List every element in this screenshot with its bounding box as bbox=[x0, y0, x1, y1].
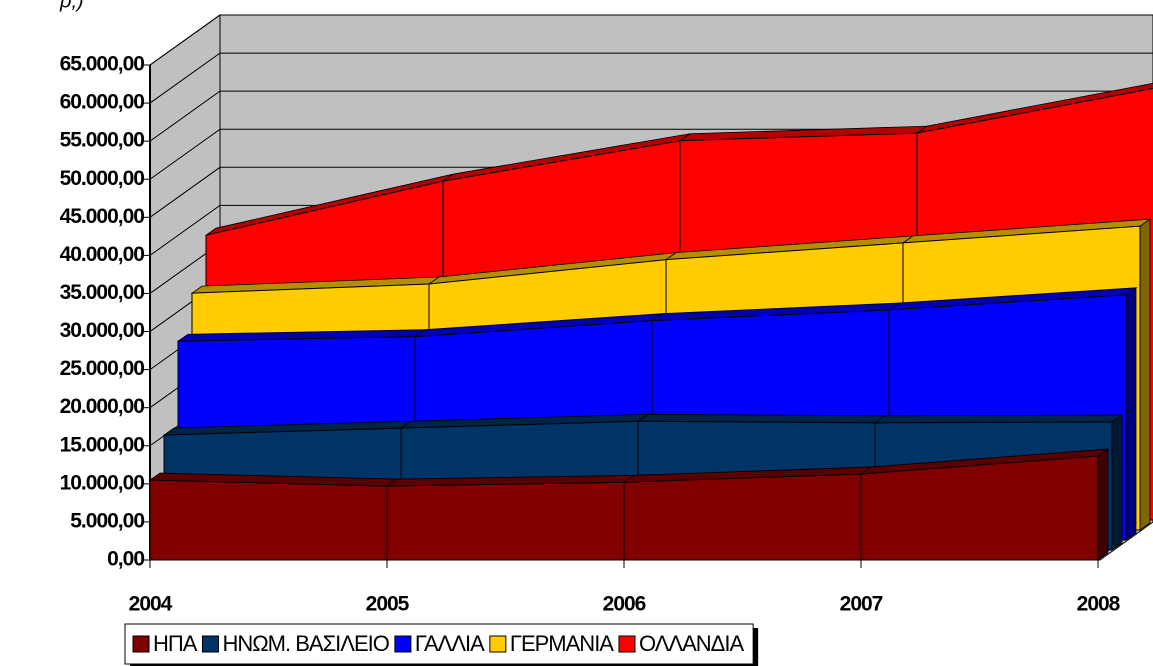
legend-swatch bbox=[201, 635, 219, 653]
area-side bbox=[1111, 414, 1123, 551]
y-tick-label: 25.000,00 bbox=[60, 357, 145, 380]
area-side bbox=[1139, 218, 1151, 531]
y-tick-label: 60.000,00 bbox=[60, 91, 145, 114]
y-tick-label: 40.000,00 bbox=[60, 243, 145, 266]
y-tick-label: 45.000,00 bbox=[60, 205, 145, 228]
x-tick-label: 2008 bbox=[1077, 593, 1121, 616]
y-tick-label: 65.000,00 bbox=[60, 53, 145, 76]
area-side bbox=[1097, 448, 1109, 561]
y-tick-label: 15.000,00 bbox=[60, 433, 145, 456]
y-tick-label: 35.000,00 bbox=[60, 281, 145, 304]
x-tick-label: 2005 bbox=[366, 593, 410, 616]
legend-swatch bbox=[618, 635, 636, 653]
legend-label: ΓΑΛΛΙΑ bbox=[415, 631, 485, 656]
subtitle: ρ,) bbox=[59, 0, 84, 12]
legend bbox=[124, 623, 754, 665]
grid-line bbox=[149, 14, 1153, 66]
y-tick-label: 30.000,00 bbox=[60, 319, 145, 342]
legend-label: ΓΕΡΜΑΝΙΑ bbox=[510, 631, 614, 656]
legend-swatch bbox=[489, 635, 507, 653]
x-tick-label: 2006 bbox=[603, 593, 646, 616]
x-tick-label: 2004 bbox=[129, 593, 173, 616]
legend-label: ΗΠΑ bbox=[153, 631, 198, 656]
y-tick-label: 55.000,00 bbox=[60, 129, 145, 152]
grid-line bbox=[149, 52, 1153, 104]
legend-label: ΟΛΛΑΝΔΙΑ bbox=[639, 631, 744, 656]
x-tick-label: 2007 bbox=[840, 593, 883, 616]
y-tick-label: 0,00 bbox=[107, 548, 144, 571]
legend-swatch bbox=[394, 635, 412, 653]
y-tick-label: 10.000,00 bbox=[60, 471, 145, 494]
legend-label: ΗΝΩΜ. ΒΑΣΙΛΕΙΟ bbox=[222, 631, 389, 656]
legend-swatch bbox=[132, 635, 150, 653]
y-tick-label: 5.000,00 bbox=[70, 509, 144, 532]
grid-line bbox=[149, 90, 1153, 142]
area-side bbox=[1125, 287, 1137, 541]
y-tick-label: 20.000,00 bbox=[60, 395, 145, 418]
y-tick-label: 50.000,00 bbox=[60, 167, 145, 190]
